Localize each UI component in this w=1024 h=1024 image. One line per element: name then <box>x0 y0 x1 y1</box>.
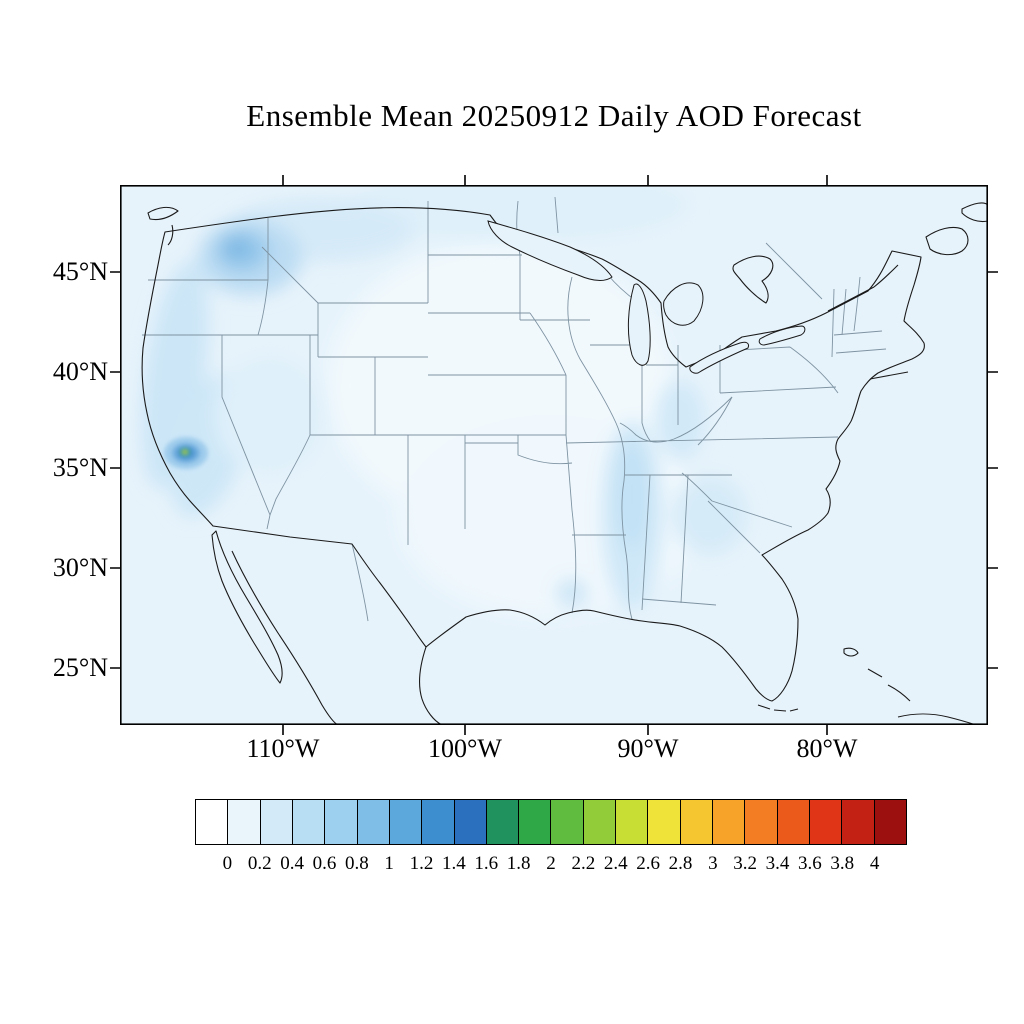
lon-tick-label-80w: 80°W <box>796 734 858 763</box>
colorbar-cell <box>389 800 423 844</box>
colorbar-label: 0.4 <box>280 853 304 874</box>
coastlines <box>141 202 988 725</box>
colorbar-label: 1.8 <box>506 853 531 874</box>
lon-tick-label-110w: 110°W <box>246 734 320 763</box>
great-lakes <box>487 220 806 374</box>
colorbar-cell <box>228 800 261 844</box>
colorbar-cell <box>551 800 584 844</box>
colorbar-label: 1.2 <box>409 853 434 874</box>
colorbar-label: 3.4 <box>765 853 790 874</box>
lon-tick-label-90w: 90°W <box>617 734 679 763</box>
colorbar-cell <box>874 800 906 844</box>
colorbar-label: 3.6 <box>798 853 822 874</box>
colorbar-label: 0.6 <box>312 853 337 874</box>
colorbar-labels: 0 0.2 0.4 0.6 0.8 1 1.2 1.4 1.6 1.8 2 2.2 2.4 2.6 2.8 3… <box>195 853 907 879</box>
colorbar-label: 1.4 <box>442 853 466 874</box>
colorbar-cell <box>809 800 843 844</box>
colorbar-label: 2.6 <box>636 853 660 874</box>
colorbar-cell <box>777 800 810 844</box>
colorbar-label: 2 <box>546 853 556 874</box>
colorbar-label: 1.6 <box>474 853 499 874</box>
lat-tick-label-45n: 45°N <box>52 257 108 286</box>
map-frame <box>120 185 989 726</box>
colorbar-label: 2.2 <box>571 853 596 874</box>
colorbar-cell <box>583 800 617 844</box>
colorbar-label: 3.2 <box>733 853 758 874</box>
lat-tick-label-25n: 25°N <box>52 653 108 682</box>
colorbar-cell <box>519 800 552 844</box>
colorbar-label: 4 <box>869 853 880 874</box>
plot-title: Ensemble Mean 20250912 Daily AOD Forecas… <box>246 98 862 133</box>
colorbar-label: 3.8 <box>830 853 855 874</box>
colorbar-label: 2.4 <box>603 853 628 874</box>
lat-tick-label-40n: 40°N <box>52 357 108 386</box>
colorbar-cell <box>292 800 326 844</box>
map-svg <box>110 175 998 735</box>
colorbar-label: 0.2 <box>247 853 272 874</box>
colorbar-cell <box>842 800 875 844</box>
lat-tick-label-35n: 35°N <box>52 453 108 482</box>
lon-tick-label-100w: 100°W <box>428 734 502 763</box>
colorbar-cell <box>680 800 713 844</box>
colorbar-label: 1 <box>384 853 394 874</box>
lat-tick-label-30n: 30°N <box>52 553 108 582</box>
colorbar-cell <box>325 800 358 844</box>
colorbar-cell <box>260 800 293 844</box>
colorbar-cell <box>486 800 520 844</box>
colorbar-cell <box>357 800 390 844</box>
colorbar <box>195 799 907 845</box>
colorbar-label: 3 <box>708 853 718 874</box>
colorbar-cell <box>454 800 487 844</box>
colorbar-cell <box>713 800 746 844</box>
colorbar-cell <box>648 800 681 844</box>
axis-ticks <box>110 175 998 735</box>
colorbar-label: 0 <box>222 853 233 874</box>
colorbar-cell <box>422 800 455 844</box>
state-borders <box>142 196 887 622</box>
california-aod-hotspot <box>164 437 208 469</box>
colorbar-label: 2.8 <box>668 853 693 874</box>
colorbar-cell <box>196 800 229 844</box>
map-panel <box>110 175 998 735</box>
colorbar-cell <box>745 800 778 844</box>
colorbar-label: 0.8 <box>344 853 369 874</box>
colorbar-cell <box>616 800 649 844</box>
